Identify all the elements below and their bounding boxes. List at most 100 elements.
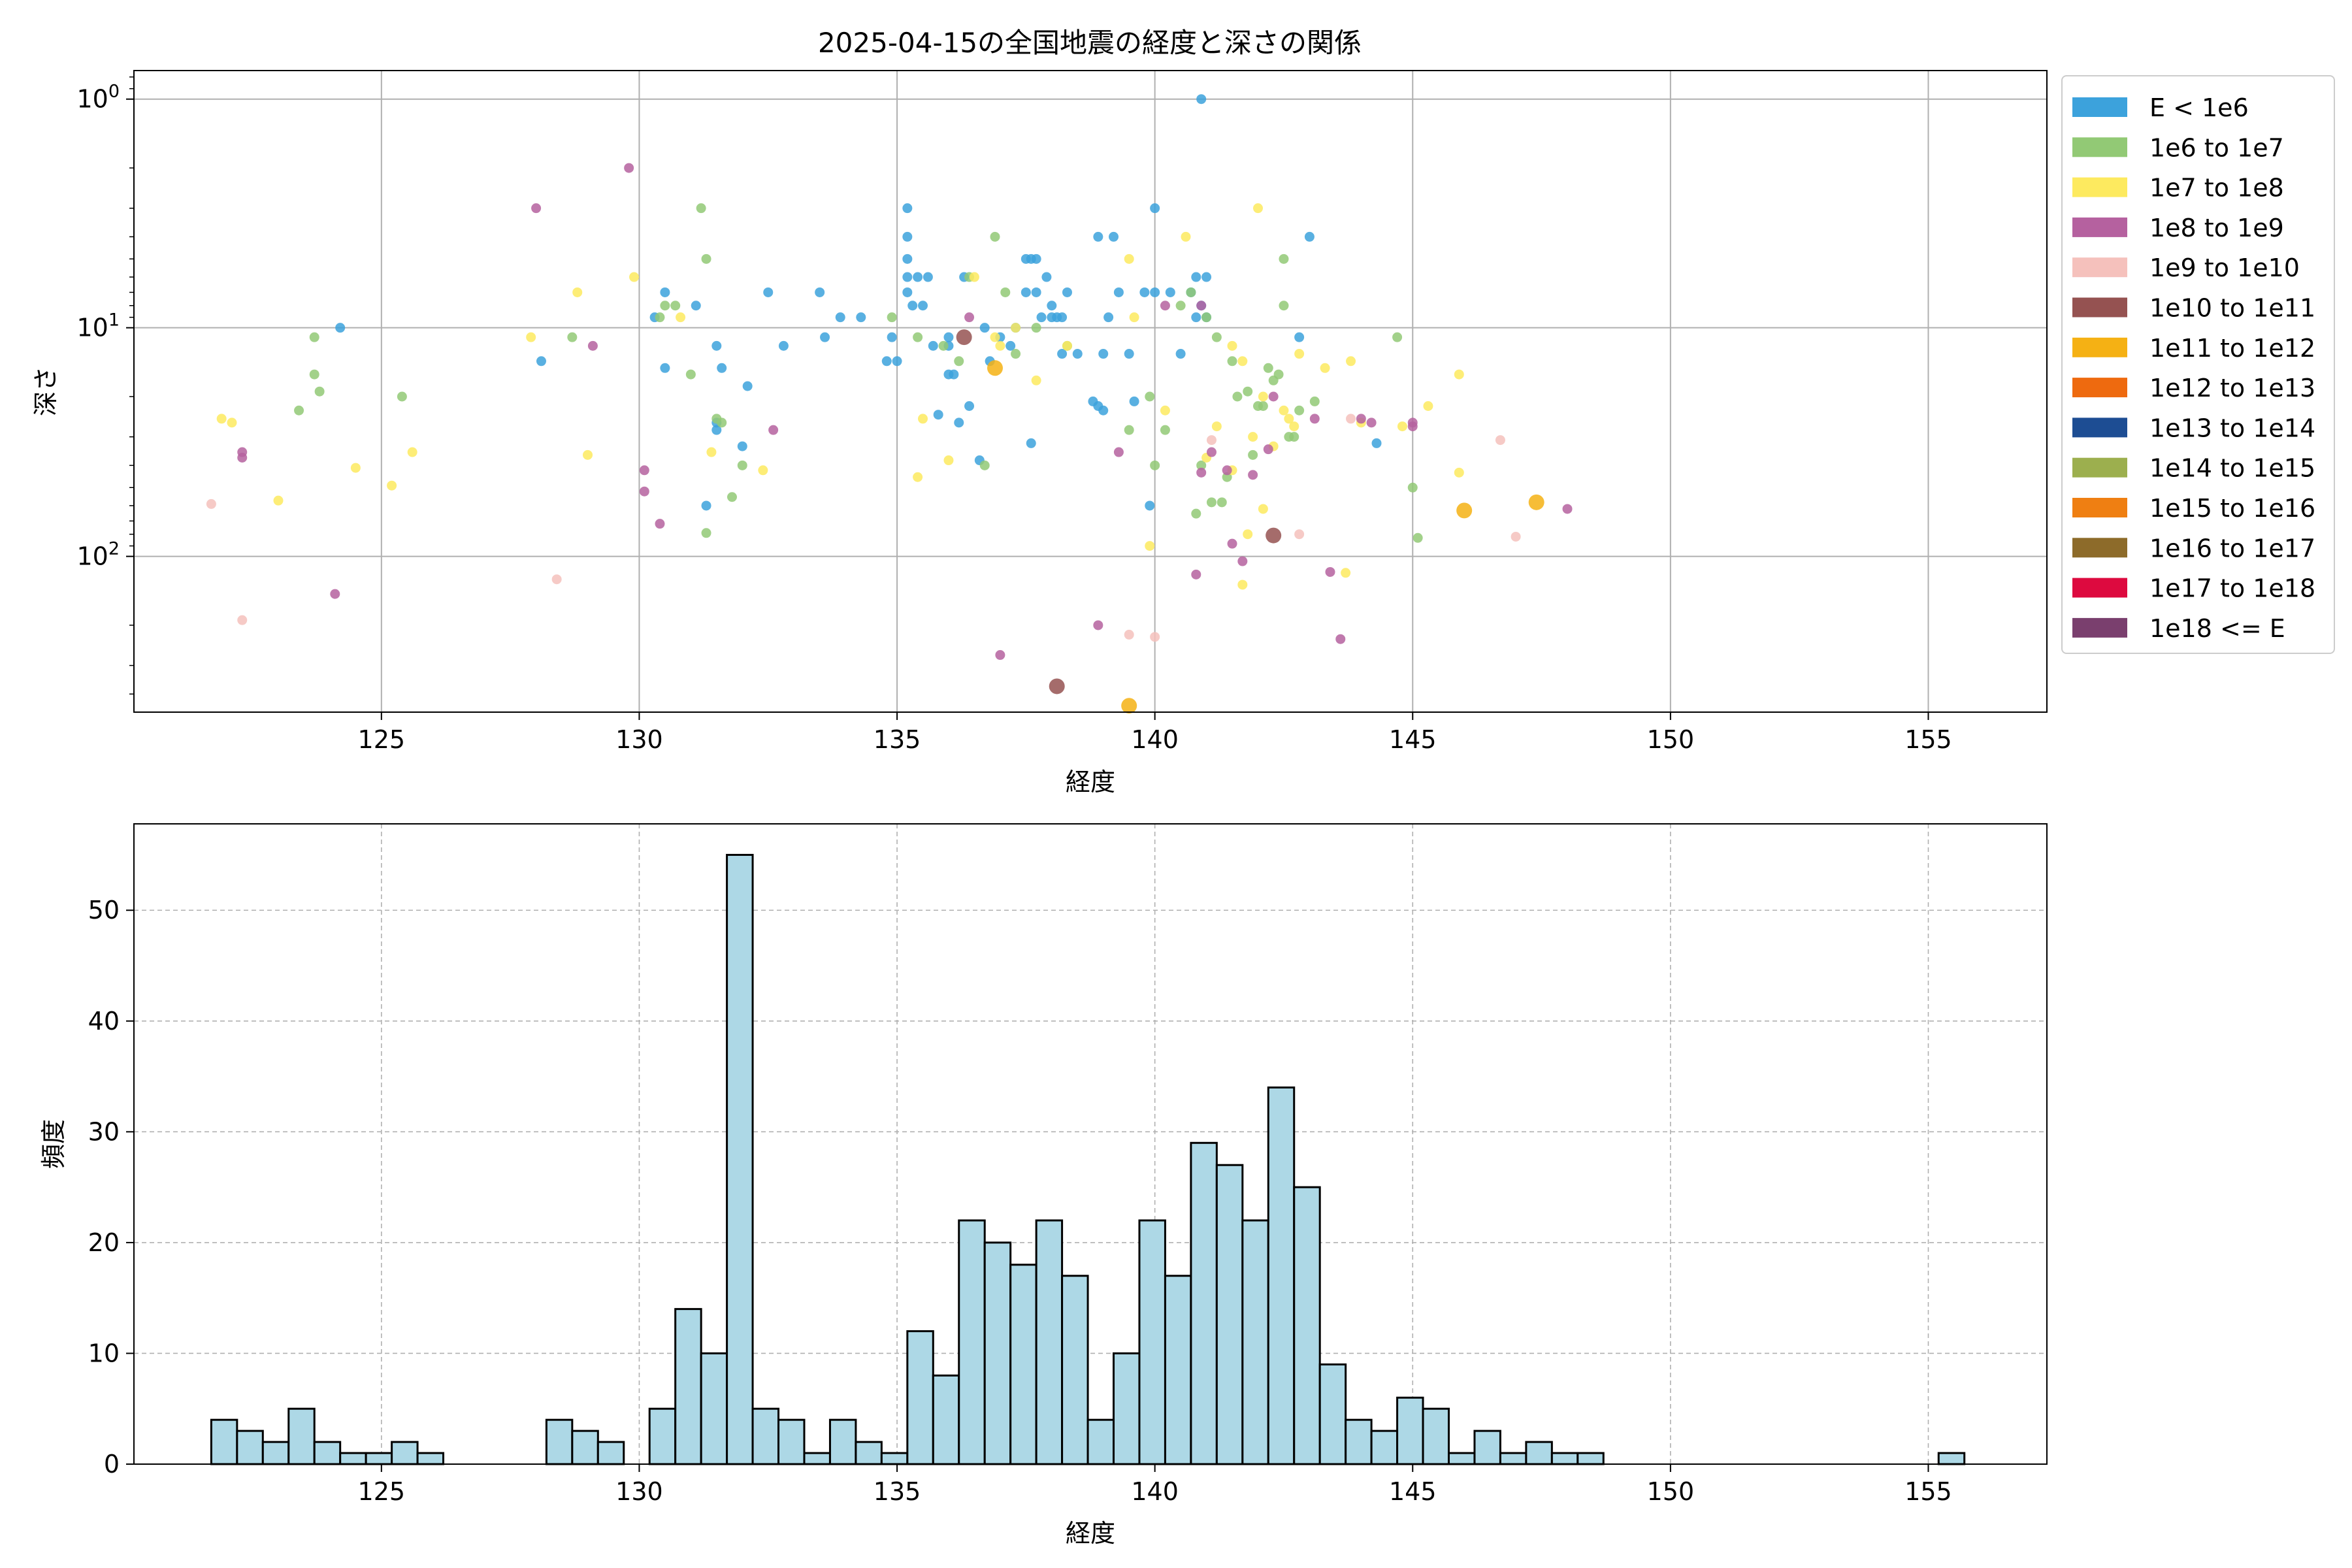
scatter-point	[1098, 349, 1109, 359]
histogram-bar	[906, 1330, 934, 1465]
histogram-bar	[1267, 1086, 1296, 1465]
scatter-point	[711, 425, 722, 435]
scatter-point	[1191, 312, 1201, 323]
scatter-point	[1150, 632, 1160, 642]
histogram-bar	[365, 1452, 393, 1465]
histogram-bar	[1318, 1363, 1347, 1465]
scatter-point	[1011, 323, 1021, 333]
histogram-bar	[416, 1452, 445, 1465]
scatter-point	[1145, 500, 1155, 511]
scatter-point	[397, 391, 407, 402]
scatter-chart: 2025-04-15の全国地震の経度と深さの関係 125 130 135 140 145…	[31, 27, 2335, 796]
scatter-point	[717, 417, 727, 428]
scatter-point	[902, 203, 913, 214]
scatter-point	[1181, 231, 1191, 242]
scatter-point	[1309, 414, 1320, 424]
scatter-point	[1346, 414, 1356, 424]
scatter-point	[995, 650, 1005, 661]
scatter-point	[1124, 629, 1134, 640]
histogram-bar	[339, 1452, 367, 1465]
scatter-point	[1057, 349, 1068, 359]
scatter-point	[237, 453, 248, 463]
scatter-point	[979, 323, 990, 333]
legend-label: 1e13 to 1e14	[2149, 414, 2315, 442]
scatter-point	[1263, 363, 1273, 373]
histogram-bar	[313, 1441, 342, 1465]
scatter-point	[1124, 253, 1134, 264]
legend-label: 1e16 to 1e17	[2149, 534, 2315, 563]
scatter-point	[1266, 527, 1282, 544]
scatter-point	[711, 340, 722, 351]
scatter-point	[990, 231, 1000, 242]
scatter-point	[1000, 287, 1011, 297]
scatter-point	[887, 332, 897, 342]
histogram-bar	[828, 1418, 857, 1465]
legend-swatch	[2072, 217, 2127, 237]
scatter-point	[717, 363, 727, 373]
scatter-point	[1047, 301, 1057, 311]
scatter-point	[1201, 312, 1212, 323]
scatter-point	[1258, 400, 1268, 411]
scatter-point	[1160, 425, 1170, 435]
scatter-point	[706, 447, 717, 457]
histogram-bar	[777, 1418, 806, 1465]
legend-swatch	[2072, 617, 2127, 638]
scatter-point	[1196, 94, 1207, 105]
legend-label: 1e9 to 1e10	[2149, 253, 2300, 282]
scatter-x-tick-label: 150	[1647, 725, 1695, 754]
histogram-bar	[1396, 1396, 1424, 1465]
scatter-point	[1304, 231, 1315, 242]
scatter-point	[1248, 470, 1258, 480]
scatter-point	[902, 253, 913, 264]
histogram-bar	[1422, 1407, 1450, 1465]
scatter-point	[1325, 566, 1335, 577]
legend-swatch	[2072, 337, 2127, 357]
scatter-point	[350, 463, 361, 473]
scatter-point	[1289, 421, 1299, 432]
scatter-point	[954, 417, 964, 428]
scatter-point	[1103, 312, 1114, 323]
scatter-x-tick-label: 125	[358, 725, 406, 754]
scatter-x-tick-label: 130	[615, 725, 663, 754]
scatter-point	[1139, 287, 1150, 297]
histogram-bar	[700, 1352, 728, 1465]
histogram-bar	[261, 1441, 290, 1465]
scatter-y-ticks: 100 101 102	[76, 76, 134, 695]
scatter-point	[531, 203, 542, 214]
histogram-x-tick-label: 145	[1389, 1477, 1437, 1506]
scatter-point	[309, 332, 319, 342]
histogram-bar	[1550, 1452, 1579, 1465]
histogram-y-axis-label: 頻度	[39, 1119, 68, 1169]
scatter-point	[1279, 253, 1289, 264]
legend-swatch	[2072, 177, 2127, 197]
scatter-point	[216, 414, 227, 424]
scatter-point	[1049, 678, 1065, 694]
scatter-point	[691, 301, 701, 311]
scatter-point	[1237, 556, 1248, 566]
scatter-point	[938, 340, 949, 351]
scatter-point	[1454, 467, 1464, 478]
scatter-point	[1366, 417, 1377, 428]
scatter-point	[1294, 349, 1305, 359]
histogram-bar	[1499, 1452, 1527, 1465]
scatter-point	[1243, 529, 1253, 540]
scatter-point	[1217, 497, 1227, 508]
scatter-point	[1258, 391, 1268, 402]
histogram-y-tick-label: 20	[88, 1228, 120, 1257]
scatter-point	[1109, 231, 1119, 242]
scatter-point	[701, 500, 711, 511]
histogram-bar	[1215, 1164, 1244, 1465]
scatter-point	[1511, 531, 1521, 542]
legend-label: 1e12 to 1e13	[2149, 374, 2315, 402]
scatter-point	[737, 460, 747, 470]
scatter-point	[655, 519, 665, 529]
scatter-point	[763, 287, 774, 297]
legend-label: 1e15 to 1e16	[2149, 494, 2315, 523]
histogram-bar	[855, 1441, 883, 1465]
scatter-point	[964, 312, 975, 323]
scatter-point	[1211, 332, 1222, 342]
scatter-point	[1237, 356, 1248, 367]
scatter-points	[206, 94, 1573, 714]
histogram-chart: 125 130 135 140 145 150 155 0 10 20 30 40 50 経度 頻度	[39, 823, 2048, 1548]
scatter-point	[624, 163, 634, 173]
